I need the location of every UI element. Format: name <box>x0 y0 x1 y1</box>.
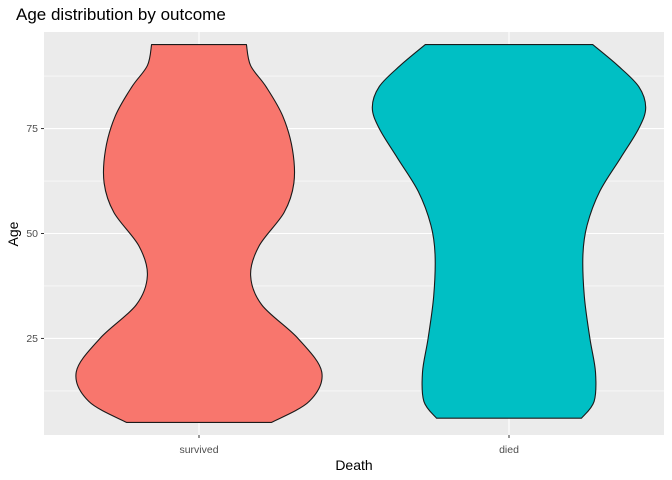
chart-title: Age distribution by outcome <box>16 5 226 24</box>
x-tick-label: died <box>499 444 519 456</box>
x-tick-label: survived <box>179 444 218 456</box>
y-tick-label: 25 <box>26 333 38 345</box>
y-tick-label: 50 <box>26 228 38 240</box>
violin-died <box>371 44 647 419</box>
x-axis-title: Death <box>335 457 372 473</box>
violin-survived <box>75 44 323 423</box>
violin-layer <box>75 44 647 423</box>
axis-layer: 25 50 75 survived died <box>26 123 519 456</box>
y-axis-title: Age <box>5 221 21 246</box>
y-tick-label: 75 <box>26 123 38 135</box>
